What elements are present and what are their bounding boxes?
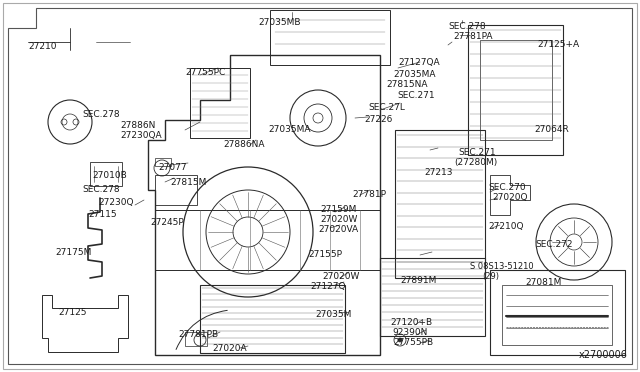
Text: x2700006: x2700006: [579, 350, 628, 360]
Bar: [395, 130, 485, 278]
Text: 27125: 27125: [58, 308, 86, 317]
Text: 27127QA: 27127QA: [398, 58, 440, 67]
Text: 27035MB: 27035MB: [258, 18, 301, 27]
Text: 27081M: 27081M: [525, 278, 561, 287]
Text: 27891M: 27891M: [400, 276, 436, 285]
Bar: [155, 158, 171, 166]
Text: SEC.272: SEC.272: [535, 240, 573, 249]
Text: 27781PB: 27781PB: [178, 330, 218, 339]
Text: SEC.278: SEC.278: [82, 185, 120, 194]
Text: 27020W: 27020W: [322, 272, 360, 281]
Text: 27035MA: 27035MA: [268, 125, 310, 134]
Bar: [190, 68, 250, 138]
Bar: [490, 270, 625, 355]
Text: 27020VA: 27020VA: [318, 225, 358, 234]
Text: 27781PA: 27781PA: [453, 32, 493, 41]
Text: SEC.27L: SEC.27L: [368, 103, 405, 112]
Bar: [155, 175, 197, 205]
Text: 27886NA: 27886NA: [223, 140, 264, 149]
Text: 27755PB: 27755PB: [393, 338, 433, 347]
Bar: [380, 258, 485, 336]
Text: SEC.270: SEC.270: [488, 183, 525, 192]
Text: 27210Q: 27210Q: [488, 222, 524, 231]
Text: 27886N: 27886N: [120, 121, 156, 130]
Text: 27125+A: 27125+A: [537, 40, 579, 49]
Text: 27175M: 27175M: [55, 248, 92, 257]
Text: (27280M): (27280M): [454, 158, 497, 167]
Text: 27120+B: 27120+B: [390, 318, 432, 327]
Text: 27210: 27210: [28, 42, 56, 51]
Text: 27020A: 27020A: [212, 344, 246, 353]
Text: 27115: 27115: [88, 210, 116, 219]
Text: SEC.271: SEC.271: [458, 148, 495, 157]
Text: 27020W: 27020W: [320, 215, 357, 224]
Text: 27781P: 27781P: [352, 190, 386, 199]
Text: 27155P: 27155P: [308, 250, 342, 259]
Text: 27226: 27226: [364, 115, 392, 124]
Text: 27213: 27213: [424, 168, 452, 177]
Bar: [90, 162, 122, 186]
Text: 27755PC: 27755PC: [185, 68, 225, 77]
Text: SEC.278: SEC.278: [82, 110, 120, 119]
Text: 27230Q: 27230Q: [98, 198, 134, 207]
Text: 27035MA: 27035MA: [393, 70, 435, 79]
Text: (29): (29): [482, 272, 499, 281]
Text: 27020Q: 27020Q: [492, 193, 527, 202]
Text: 27159M: 27159M: [320, 205, 356, 214]
Circle shape: [398, 338, 402, 342]
Text: SEC.278: SEC.278: [448, 22, 486, 31]
Text: 27127Q: 27127Q: [310, 282, 346, 291]
Bar: [185, 332, 207, 346]
Bar: [468, 25, 563, 155]
Text: 27230QA: 27230QA: [120, 131, 162, 140]
Bar: [502, 285, 612, 345]
Text: S 08S13-51210: S 08S13-51210: [470, 262, 534, 271]
Text: 27815M: 27815M: [170, 178, 206, 187]
Text: SEC.271: SEC.271: [397, 91, 435, 100]
Bar: [200, 285, 345, 353]
Text: 27815NA: 27815NA: [386, 80, 428, 89]
Text: 27010B: 27010B: [92, 171, 127, 180]
Text: 27245P: 27245P: [150, 218, 184, 227]
Text: 27077: 27077: [158, 163, 187, 172]
Bar: [480, 40, 552, 140]
Text: 27064R: 27064R: [534, 125, 569, 134]
Text: 27035M: 27035M: [315, 310, 351, 319]
Bar: [270, 10, 390, 65]
Text: 92390N: 92390N: [392, 328, 428, 337]
